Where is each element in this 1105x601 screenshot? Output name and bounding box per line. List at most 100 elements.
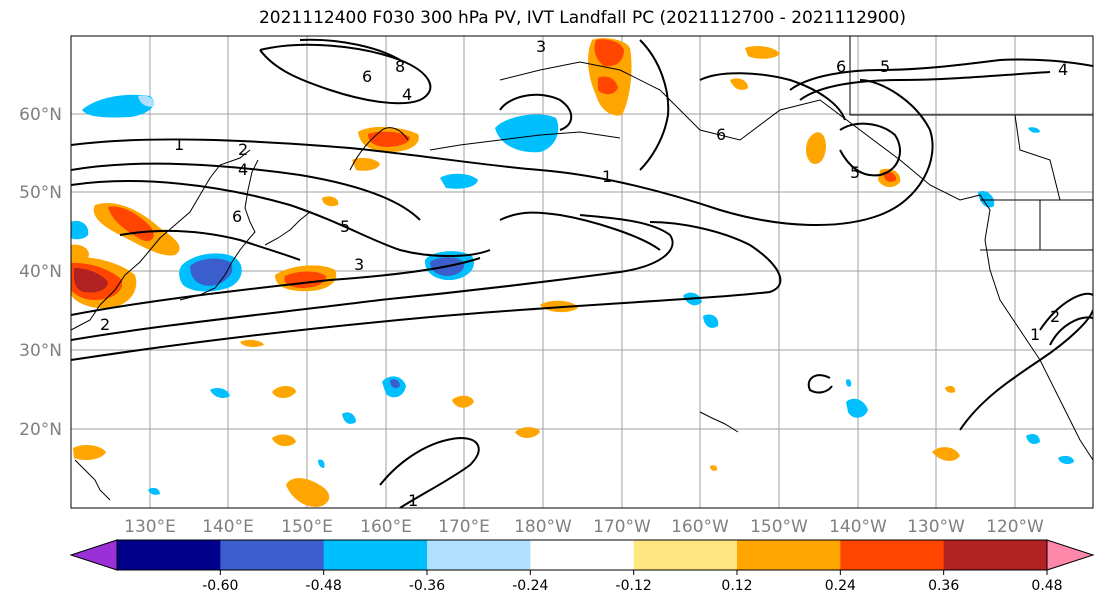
contour-label: 6 xyxy=(836,57,846,76)
positive-anomaly-region xyxy=(883,171,897,182)
colorbar-segment xyxy=(840,540,945,570)
negative-anomaly-region xyxy=(1058,455,1074,465)
map-frame xyxy=(70,35,1094,509)
negative-anomaly-region xyxy=(390,379,400,388)
contour-line xyxy=(259,43,432,105)
lon-label: 140°W xyxy=(829,517,887,537)
colorbar-tick-label: -0.60 xyxy=(202,578,238,594)
positive-anomaly-region xyxy=(272,386,296,398)
contour-label: 1 xyxy=(408,491,418,510)
contour-line xyxy=(799,71,1051,101)
contour-label: 8 xyxy=(395,57,405,76)
colorbar-segment xyxy=(323,540,428,570)
contour-label: 2 xyxy=(238,140,248,159)
positive-anomaly-region xyxy=(452,395,474,408)
positive-anomaly-region xyxy=(71,244,89,261)
lon-label: 150°E xyxy=(281,517,333,537)
colorbar-segment xyxy=(220,540,325,570)
contour-label: 1 xyxy=(602,167,612,186)
colorbar-tick-label: -0.36 xyxy=(409,578,445,594)
contour-line xyxy=(71,162,421,221)
negative-anomaly-region xyxy=(148,487,160,495)
contour-line xyxy=(839,122,901,177)
colorbar-tick-label: 0.24 xyxy=(825,578,856,594)
contour-line xyxy=(1049,316,1093,346)
positive-anomaly-region xyxy=(945,385,956,393)
negative-anomaly-region xyxy=(846,398,868,418)
colorbar: -0.60 -0.48 -0.36 -0.24 -0.12 0.12 0.24 0.36 0.4… xyxy=(69,539,1095,594)
negative-anomaly-region xyxy=(342,412,356,424)
colorbar-tick-label: -0.24 xyxy=(512,578,548,594)
lon-label: 180°W xyxy=(514,517,572,537)
negative-anomaly-region xyxy=(1026,434,1040,444)
colorbar-segments xyxy=(116,539,1048,571)
colorbar-tick-label: -0.12 xyxy=(616,578,652,594)
negative-anomaly-region xyxy=(440,173,478,189)
lat-label: 30°N xyxy=(19,341,62,361)
contour-line xyxy=(71,257,481,316)
contour-label: 6 xyxy=(716,125,726,144)
positive-anomaly-region xyxy=(932,447,960,461)
contour-label: 4 xyxy=(238,160,248,179)
colorbar-segment xyxy=(943,540,1048,570)
contour-line xyxy=(639,39,670,171)
negative-anomaly-region xyxy=(138,95,155,107)
positive-anomaly-region xyxy=(322,196,339,207)
negative-anomaly-region xyxy=(1028,127,1040,133)
contour-label: 5 xyxy=(850,163,860,182)
contour-label: 2 xyxy=(1050,307,1060,326)
map-title: 2021112400 F030 300 hPa PV, IVT Landfall… xyxy=(258,8,906,28)
contour-line xyxy=(807,374,833,394)
contour-line xyxy=(71,221,782,361)
lon-label: 160°W xyxy=(671,517,729,537)
positive-anomaly-region xyxy=(594,39,624,67)
contour-labels: 1 2 4 6 5 3 6 8 4 3 1 6 5 4 6 5 2 2 1 1 xyxy=(100,37,1068,510)
contour-line xyxy=(71,180,491,257)
contour-label: 5 xyxy=(340,217,350,236)
contour-line xyxy=(1039,292,1093,331)
contour-label: 6 xyxy=(232,207,242,226)
lon-label: 170°W xyxy=(593,517,651,537)
positive-anomaly-region xyxy=(73,444,106,460)
negative-anomaly-region xyxy=(703,314,719,328)
lon-label: 170°E xyxy=(438,517,490,537)
positive-anomaly-region xyxy=(805,132,826,165)
contour-line xyxy=(71,214,674,341)
colorbar-tick-label: -0.48 xyxy=(306,578,342,594)
contour-label: 5 xyxy=(880,57,890,76)
contour-line xyxy=(789,58,1093,91)
negative-anomaly-region xyxy=(978,190,995,208)
colorbar-ticks: -0.60 -0.48 -0.36 -0.24 -0.12 0.12 0.24 0.36 0.4… xyxy=(202,570,1063,594)
contour-label: 3 xyxy=(536,37,546,56)
contour-line xyxy=(379,436,480,508)
lon-label: 160°E xyxy=(360,517,412,537)
positive-anomaly-region xyxy=(730,78,748,90)
negative-anomaly-region xyxy=(71,220,89,240)
colorbar-extend-max xyxy=(1046,539,1095,571)
contour-line xyxy=(699,72,846,121)
lon-label: 150°W xyxy=(750,517,808,537)
lat-label: 60°N xyxy=(19,105,62,125)
contour-line xyxy=(499,211,661,251)
positive-anomaly-region xyxy=(73,268,108,293)
positive-anomaly-region xyxy=(272,434,296,447)
colorbar-segment xyxy=(737,540,841,570)
lat-label: 40°N xyxy=(19,262,62,282)
lon-label: 140°E xyxy=(202,517,254,537)
colorbar-segment xyxy=(427,540,531,570)
contour-line xyxy=(119,229,301,261)
colorbar-tick-label: 0.48 xyxy=(1031,578,1062,594)
negative-anomaly-region xyxy=(82,94,154,118)
latitude-labels: 60°N 50°N 40°N 30°N 20°N xyxy=(19,105,62,440)
contour-label: 1 xyxy=(1030,325,1040,344)
positive-anomaly-region xyxy=(352,157,380,171)
contour-label: 3 xyxy=(354,255,364,274)
positive-anomaly-region xyxy=(240,339,264,347)
lon-label: 130°E xyxy=(124,517,176,537)
contour-label: 4 xyxy=(402,85,412,104)
negative-anomaly-region xyxy=(318,459,325,468)
lon-label: 130°W xyxy=(907,517,965,537)
colorbar-tick-label: 0.36 xyxy=(928,578,959,594)
negative-anomaly-region xyxy=(210,388,230,398)
